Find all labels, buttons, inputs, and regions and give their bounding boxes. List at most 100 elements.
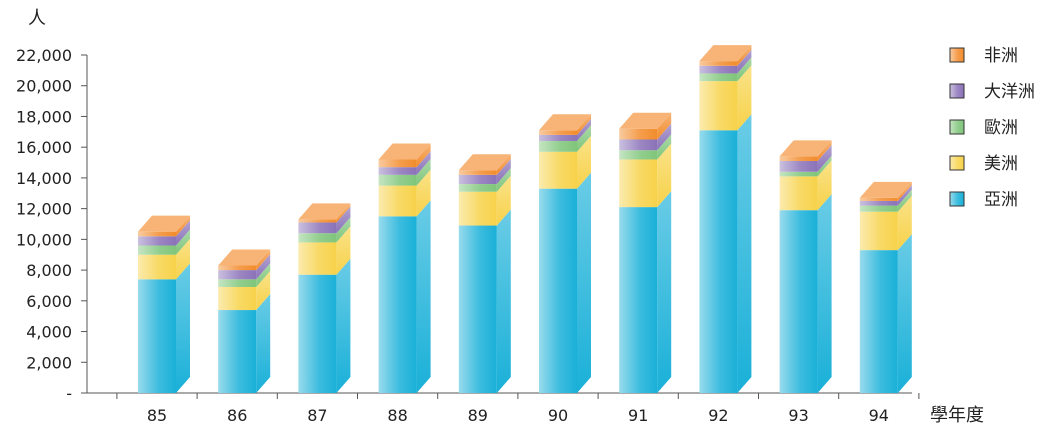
bar-top-face bbox=[218, 249, 271, 266]
bar-stack-87 bbox=[298, 203, 351, 393]
bar-segment-side bbox=[256, 270, 271, 311]
legend-item: 美洲 bbox=[949, 154, 1018, 174]
bar-segment-side bbox=[817, 140, 832, 162]
bar-segment-亞洲 bbox=[218, 310, 257, 393]
legend-item: 非洲 bbox=[949, 46, 1018, 66]
x-tick-label: 92 bbox=[708, 406, 728, 424]
x-unit-label: 學年度 bbox=[930, 405, 984, 424]
bar-segment-非洲 bbox=[699, 61, 738, 66]
bar-top-face bbox=[298, 203, 351, 220]
bar-segment-side bbox=[577, 125, 591, 152]
bar-segment-side bbox=[256, 254, 271, 280]
legend-swatch bbox=[949, 47, 965, 63]
bar-segment-大洋洲 bbox=[458, 174, 497, 185]
bar-segment-歐洲 bbox=[619, 150, 658, 160]
bar-segment-side bbox=[416, 151, 431, 175]
legend-label: 非洲 bbox=[984, 46, 1018, 66]
bar-top-face bbox=[699, 45, 752, 62]
bar-segment-亞洲 bbox=[378, 216, 417, 393]
bar-segment-side bbox=[256, 263, 271, 287]
bar-segment-side bbox=[416, 169, 431, 217]
x-tick-label: 87 bbox=[307, 406, 327, 424]
axis-labels: - 2,000 4,000 6,000 8,000 10,000 12,000 14,000 1… bbox=[16, 8, 984, 424]
bar-segment-side bbox=[336, 206, 351, 234]
bar-stack-92 bbox=[699, 45, 752, 394]
legend-label: 歐洲 bbox=[984, 118, 1018, 138]
bar-segment-亞洲 bbox=[699, 130, 738, 394]
bar-segment-side bbox=[897, 181, 912, 201]
y-tick-label: 18,000 bbox=[16, 107, 72, 126]
bar-top-face bbox=[539, 114, 591, 131]
bar-segment-side bbox=[817, 145, 832, 172]
bar-segment-side bbox=[657, 143, 672, 208]
y-tick-label: 20,000 bbox=[16, 77, 72, 96]
legend-label: 大洋洲 bbox=[984, 82, 1035, 102]
bar-stack-93 bbox=[779, 140, 832, 393]
bar-segment-美洲 bbox=[138, 254, 176, 280]
legend-label: 亞洲 bbox=[984, 190, 1018, 210]
bar-segment-side bbox=[176, 238, 190, 280]
bar-segment-美洲 bbox=[859, 211, 898, 251]
bar-segment-大洋洲 bbox=[138, 236, 176, 246]
bar-segment-side bbox=[737, 49, 752, 74]
bar-top-face bbox=[859, 181, 912, 198]
bar-segment-side bbox=[897, 184, 912, 206]
bar-top-face bbox=[378, 143, 431, 160]
legend-item: 大洋洲 bbox=[949, 82, 1035, 102]
bar-segment-歐洲 bbox=[218, 279, 257, 287]
bar-segment-非洲 bbox=[539, 130, 577, 135]
bar-segment-side bbox=[176, 220, 190, 246]
bar-segment-美洲 bbox=[378, 185, 417, 217]
bars bbox=[138, 45, 912, 394]
bar-segment-side bbox=[176, 263, 190, 393]
bar-segment-非洲 bbox=[458, 170, 497, 175]
x-tick-label: 89 bbox=[468, 406, 488, 424]
bar-segment-大洋洲 bbox=[699, 65, 738, 74]
bar-segment-side bbox=[176, 229, 190, 255]
bar-segment-亞洲 bbox=[619, 207, 658, 393]
x-tick-label: 94 bbox=[869, 406, 889, 424]
bar-segment-美洲 bbox=[699, 81, 738, 131]
bar-segment-side bbox=[817, 155, 832, 177]
y-tick-label: 2,000 bbox=[26, 353, 72, 372]
bar-segment-side bbox=[577, 114, 591, 135]
bar-segment-亞洲 bbox=[539, 188, 577, 393]
bar-segment-side bbox=[416, 158, 431, 186]
bar-segment-side bbox=[176, 215, 190, 237]
bar-segment-亞洲 bbox=[859, 250, 898, 393]
bar-segment-side bbox=[897, 195, 912, 251]
bar-segment-非洲 bbox=[779, 156, 818, 162]
bar-segment-side bbox=[897, 189, 912, 212]
bar-segment-歐洲 bbox=[539, 141, 577, 152]
bar-segment-大洋洲 bbox=[859, 200, 898, 206]
bar-segment-side bbox=[817, 160, 832, 211]
bar-segment-美洲 bbox=[779, 176, 818, 211]
bar-segment-side bbox=[336, 203, 351, 223]
y-tick-label: 16,000 bbox=[16, 138, 72, 157]
bar-segment-side bbox=[496, 154, 511, 175]
y-tick-label: 12,000 bbox=[16, 200, 72, 219]
bar-segment-非洲 bbox=[619, 128, 658, 140]
bar-segment-side bbox=[577, 135, 591, 189]
bar-segment-side bbox=[817, 194, 832, 393]
bar-segment-side bbox=[416, 200, 431, 393]
y-unit-label: 人 bbox=[28, 8, 46, 29]
bar-segment-side bbox=[737, 65, 752, 131]
y-tick-label: 4,000 bbox=[26, 323, 72, 342]
x-tick-label: 86 bbox=[227, 406, 247, 424]
bar-segment-美洲 bbox=[458, 191, 497, 226]
bar-segment-歐洲 bbox=[298, 233, 337, 243]
legend-swatch bbox=[949, 83, 965, 99]
bar-segment-side bbox=[336, 217, 351, 243]
y-tick-label: 10,000 bbox=[16, 230, 72, 249]
legend-swatch bbox=[949, 119, 965, 135]
bar-segment-side bbox=[577, 118, 591, 142]
bar-segment-亞洲 bbox=[458, 225, 497, 393]
x-tick-label: 90 bbox=[548, 406, 568, 424]
bar-segment-side bbox=[496, 158, 511, 185]
bar-segment-大洋洲 bbox=[378, 167, 417, 175]
bar-segment-side bbox=[737, 45, 752, 66]
y-tick-label: 22,000 bbox=[16, 46, 72, 65]
